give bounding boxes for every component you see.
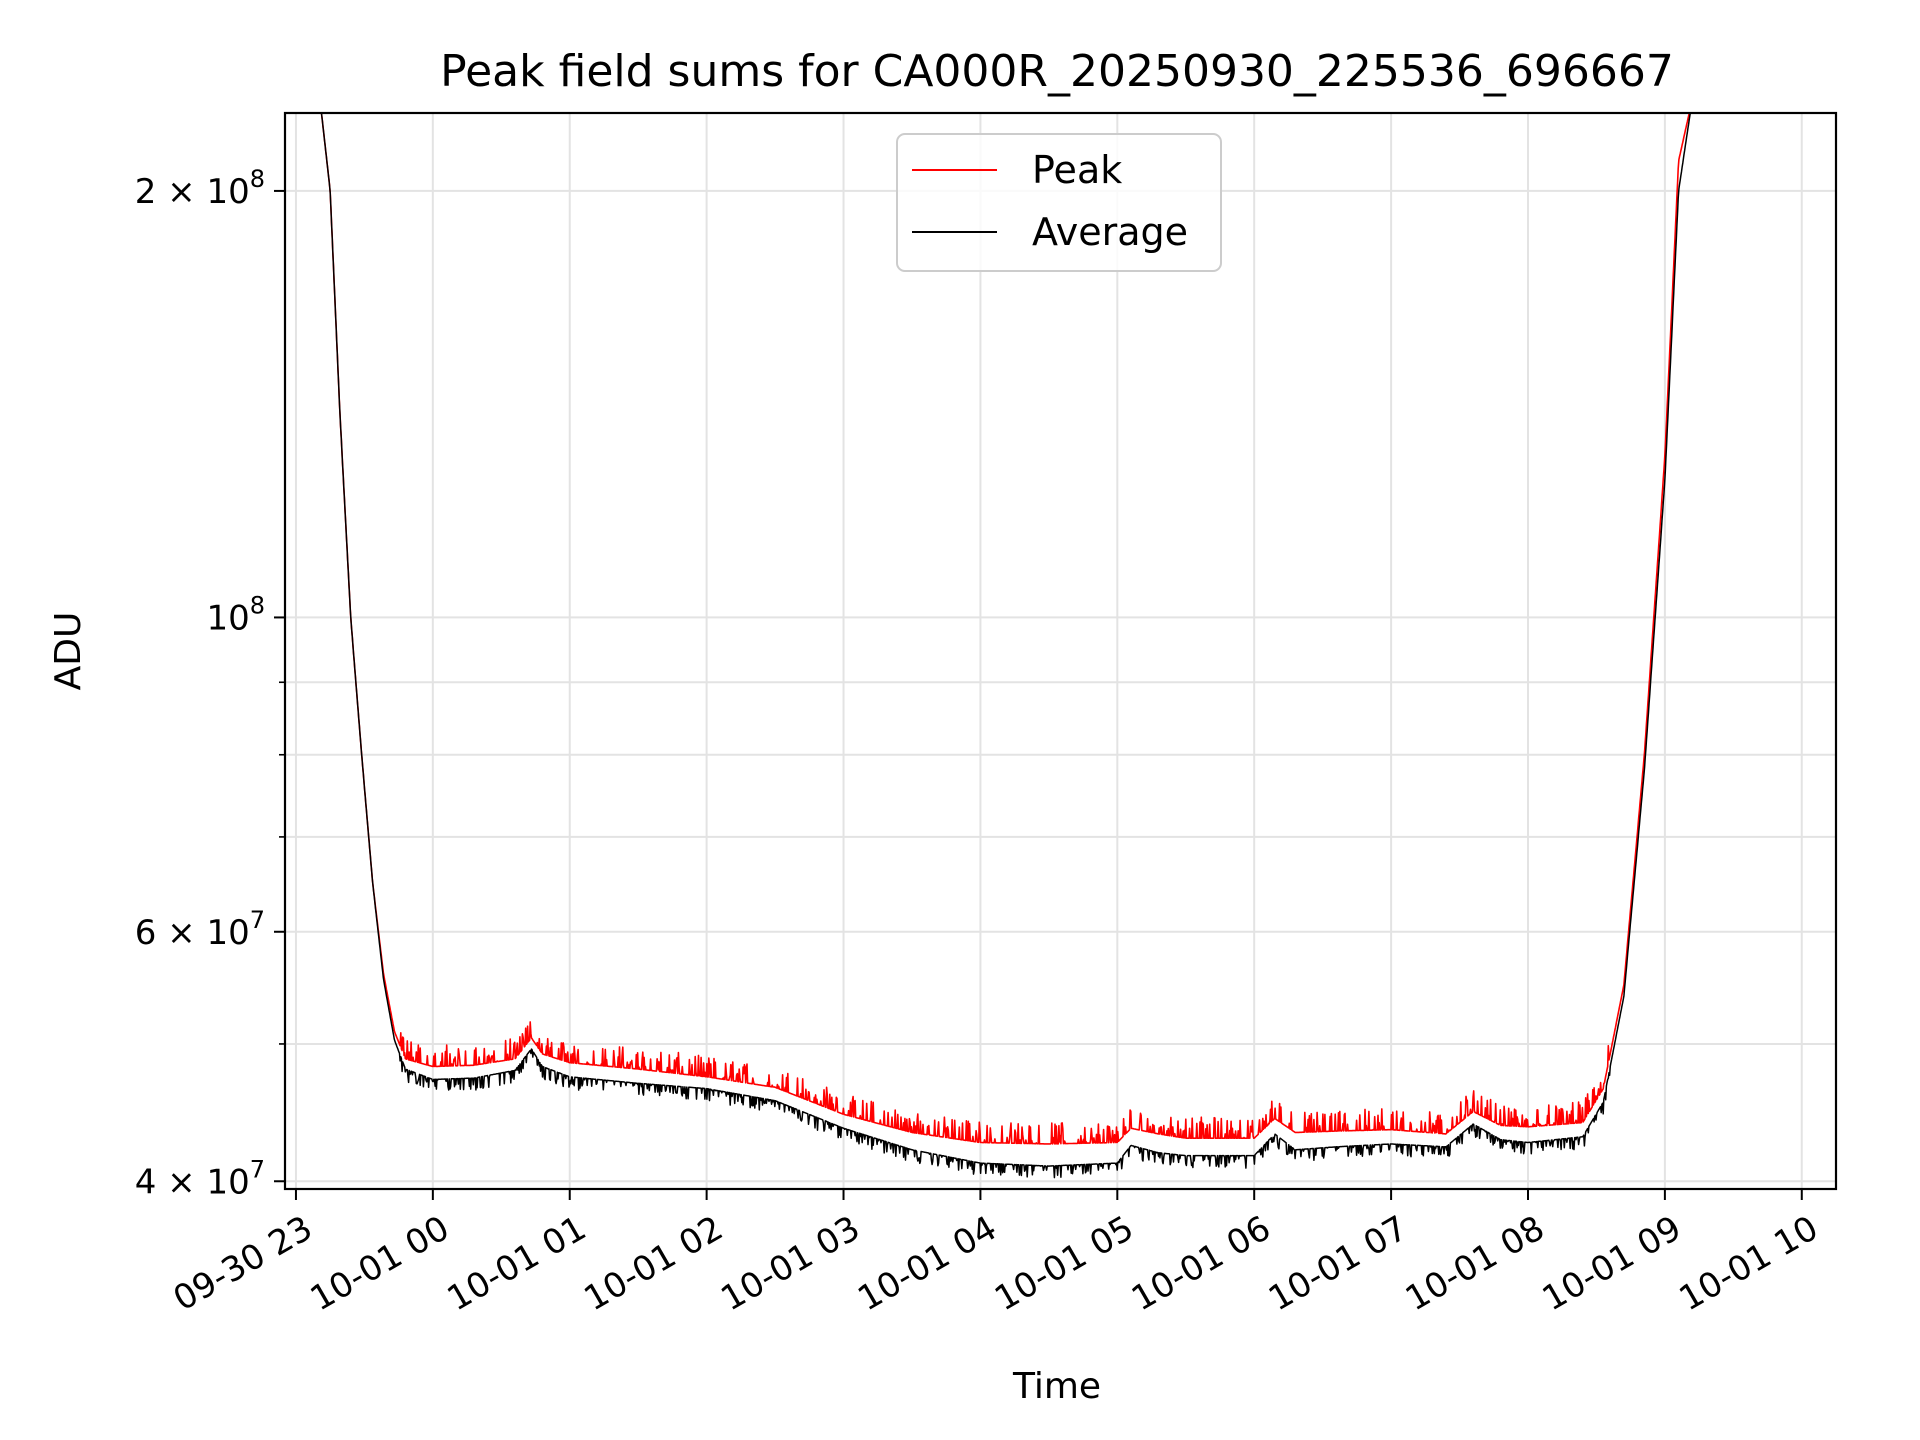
legend-box bbox=[896, 133, 1222, 272]
y-tick-label: 108 bbox=[206, 591, 265, 638]
plot-series bbox=[320, 113, 1692, 1179]
plot-frame bbox=[283, 111, 1838, 1191]
chart-title: Peak field sums for CA000R_20250930_2255… bbox=[440, 46, 1674, 97]
peak-series-line bbox=[320, 113, 1691, 1145]
grid-lines bbox=[285, 113, 1836, 1189]
y-axis-label: ADU bbox=[48, 612, 89, 691]
y-tick-label: 6 × 107 bbox=[135, 906, 265, 953]
average-series-line bbox=[320, 113, 1692, 1179]
legend-average-label: Average bbox=[1032, 210, 1188, 254]
y-tick-label: 4 × 107 bbox=[135, 1155, 265, 1202]
y-axis: 4 × 107 6 × 107 108 2 × 108 bbox=[135, 165, 285, 1202]
legend-peak-label: Peak bbox=[1032, 148, 1122, 192]
y-tick-label: 2 × 108 bbox=[135, 165, 265, 212]
x-axis-label: Time bbox=[1012, 1366, 1101, 1407]
legend: Peak Average bbox=[896, 133, 1222, 272]
